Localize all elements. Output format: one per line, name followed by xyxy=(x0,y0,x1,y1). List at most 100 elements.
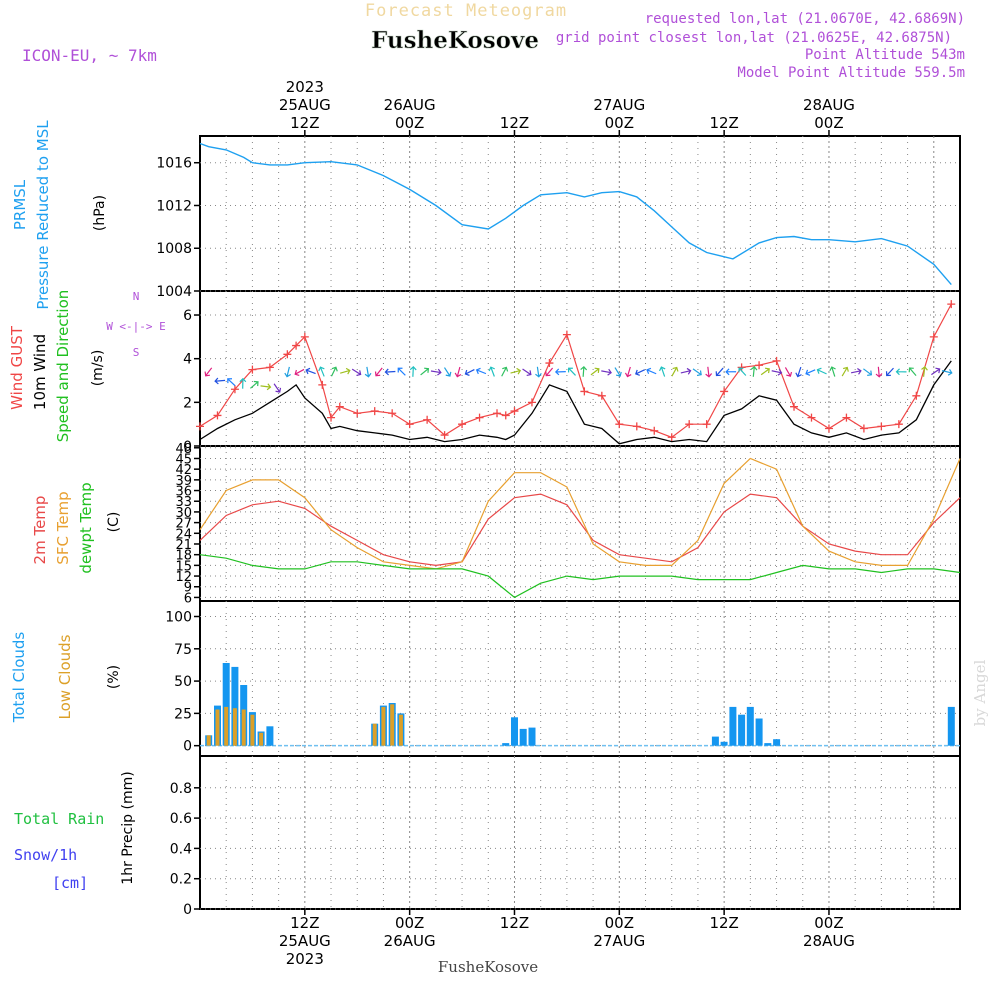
compass-we: W <-|-> E xyxy=(106,320,166,333)
wind-arrow xyxy=(885,367,894,377)
temp-label-sfc: SFC Temp xyxy=(54,491,72,564)
wind-arrow-shape xyxy=(464,369,475,376)
total-cloud-bar xyxy=(720,741,728,746)
total-cloud-bar xyxy=(764,743,772,746)
pressure-unit: (hPa) xyxy=(92,195,108,231)
wind-arrow-shape xyxy=(680,367,692,375)
pressure-tick-label: 1008 xyxy=(156,241,192,257)
wind-arrow xyxy=(284,366,291,378)
gust-marker xyxy=(947,300,956,309)
wind-arrow-shape xyxy=(351,368,362,376)
chart-marks xyxy=(196,142,961,747)
wind-arrow-shape xyxy=(875,366,883,378)
wind-arrow-shape xyxy=(795,366,802,378)
wind-arrow xyxy=(863,368,873,376)
total-cloud-bar xyxy=(729,706,737,746)
clouds-tick-label: 25 xyxy=(174,706,192,722)
wind-arrow xyxy=(750,365,758,377)
wind-arrow-shape xyxy=(384,368,396,376)
temperature-tick-label: 39 xyxy=(175,474,192,489)
low-cloud-bar xyxy=(390,704,395,746)
wind-arrow-shape xyxy=(522,368,532,376)
wind-arrow xyxy=(805,369,816,376)
gust-marker xyxy=(562,330,571,339)
wind-arrow xyxy=(294,368,305,376)
total-cloud-bar xyxy=(231,666,239,746)
wind-arrow xyxy=(409,365,417,377)
wind-arrow-shape xyxy=(590,367,600,376)
wind-arrow-shape xyxy=(580,365,588,377)
wind-arrow xyxy=(443,367,452,377)
total-cloud-bar xyxy=(528,727,536,746)
gust-marker xyxy=(196,422,204,431)
precip-tick-label: 0.8 xyxy=(170,781,192,797)
low-cloud-bar xyxy=(372,723,377,746)
wind-arrow xyxy=(658,366,666,377)
temp-dew-line xyxy=(199,554,961,599)
gust-marker xyxy=(527,398,536,407)
wind-arrow xyxy=(227,378,236,387)
total-cloud-bar xyxy=(502,743,510,746)
footer-station: FusheKosove xyxy=(438,958,538,976)
wind-arrow xyxy=(510,367,522,375)
requested-coords: requested lon,lat (21.0670E, 42.6869N) xyxy=(645,11,965,27)
wind-arrow-shape xyxy=(658,366,666,377)
wind-arrow-shape xyxy=(430,368,442,376)
wind-arrow xyxy=(464,369,475,376)
time-label-bottom: 00Z xyxy=(605,914,634,932)
wind-arrow-shape xyxy=(273,383,282,393)
gust-marker xyxy=(318,380,327,389)
wind-arrow-shape xyxy=(364,366,372,378)
wind-arrow-shape xyxy=(671,366,679,377)
time-label-top: 27AUG xyxy=(593,96,645,114)
wind-arrow xyxy=(795,366,802,378)
pressure-tick-label: 1004 xyxy=(156,284,192,300)
low-cloud-bar xyxy=(206,735,211,746)
wind-arrow xyxy=(430,368,442,376)
total-cloud-bar xyxy=(711,736,719,746)
wind-arrow xyxy=(895,368,907,376)
wind-arrow-shape xyxy=(784,367,793,377)
wind-arrow xyxy=(850,367,862,375)
wind-arrow xyxy=(475,367,487,375)
wind-arrow xyxy=(374,367,383,377)
wind-arrow xyxy=(829,366,836,377)
wind-arrow-shape xyxy=(921,365,928,377)
wind-arrow xyxy=(841,366,849,377)
time-label-bottom: 25AUG xyxy=(279,932,331,950)
wind-arrow xyxy=(214,377,226,385)
wind-arrow xyxy=(671,366,679,377)
temp-label-2m: 2m Temp xyxy=(31,496,49,565)
wind-label-10m: 10m Wind xyxy=(31,334,49,410)
wind-arrow xyxy=(239,377,247,389)
wind-arrow xyxy=(816,367,827,375)
gust-marker xyxy=(772,356,781,365)
gust-marker xyxy=(545,359,554,368)
wind-arrow-shape xyxy=(692,368,702,376)
gust-marker xyxy=(807,413,816,422)
wind-arrow-shape xyxy=(635,369,646,376)
wind-speed-line xyxy=(199,360,952,445)
pressure-label-prmsl: PRMSL xyxy=(11,179,29,230)
temperature-tick-label: 12 xyxy=(175,570,192,585)
wind-arrow-shape xyxy=(475,367,487,375)
cloud-labels: Total Clouds Low Clouds (%) xyxy=(10,632,122,724)
wind-arrow-shape xyxy=(501,366,509,377)
wind-arrow xyxy=(488,366,495,377)
wind-arrow xyxy=(260,383,272,391)
wind-arrow xyxy=(522,368,532,376)
temperature-tick-label: 36 xyxy=(175,485,192,500)
wind-arrow xyxy=(908,367,917,376)
low-cloud-bar xyxy=(241,709,246,746)
wind-arrow xyxy=(875,366,883,378)
wind-arrow xyxy=(364,366,372,378)
temperature-tick-label: 48 xyxy=(175,442,192,457)
temperature-tick-label: 42 xyxy=(175,463,192,478)
gust-marker xyxy=(510,407,519,416)
gust-marker xyxy=(475,413,484,422)
wind-arrow xyxy=(554,368,566,376)
gust-marker xyxy=(353,409,362,418)
total-cloud-bar xyxy=(266,726,274,746)
wind-arrow-shape xyxy=(294,368,305,376)
